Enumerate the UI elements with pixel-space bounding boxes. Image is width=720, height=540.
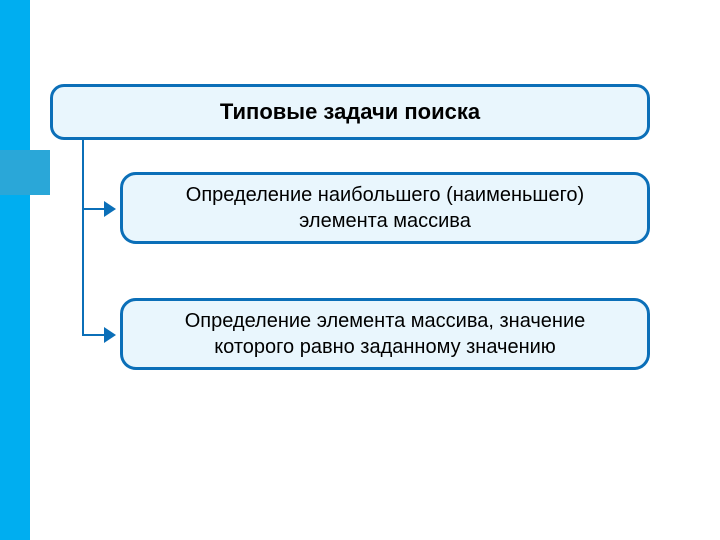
connector-trunk [82, 140, 84, 334]
connector-branch-2 [82, 334, 104, 336]
arrowhead-1 [104, 201, 116, 217]
node-child-2: Определение элемента массива, значение к… [120, 298, 650, 370]
node-child-2-label: Определение элемента массива, значение к… [147, 308, 623, 360]
sidebar-accent-block [0, 150, 50, 195]
node-root: Типовые задачи поиска [50, 84, 650, 140]
node-child-1: Определение наибольшего (наименьшего) эл… [120, 172, 650, 244]
arrowhead-2 [104, 327, 116, 343]
connector-branch-1 [82, 208, 104, 210]
node-root-label: Типовые задачи поиска [220, 98, 480, 127]
slide-canvas: Типовые задачи поиска Определение наибол… [0, 0, 720, 540]
node-child-1-label: Определение наибольшего (наименьшего) эл… [147, 182, 623, 234]
sidebar-stripe [0, 0, 30, 540]
